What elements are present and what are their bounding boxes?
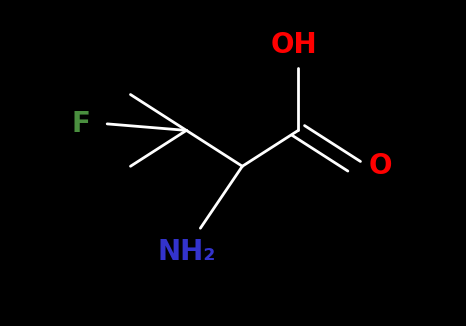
Text: F: F (72, 110, 91, 138)
Text: NH₂: NH₂ (157, 238, 216, 266)
Text: O: O (368, 152, 391, 180)
Text: OH: OH (270, 31, 317, 59)
